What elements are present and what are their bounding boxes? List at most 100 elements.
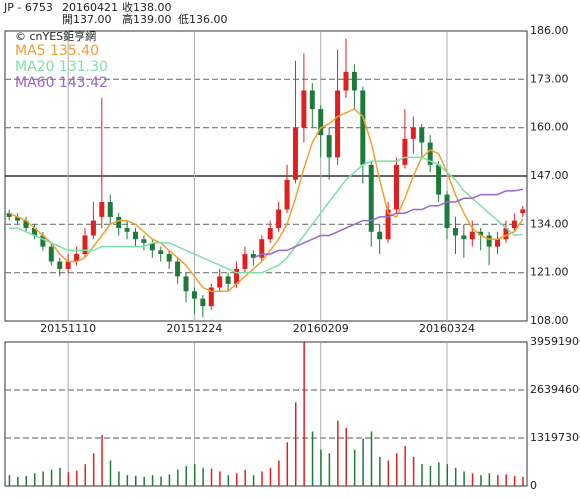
volume-bar [480, 475, 482, 486]
candle-body [149, 242, 155, 251]
candle-body [520, 209, 526, 214]
volume-bar [379, 456, 381, 486]
candle-body [217, 276, 223, 288]
candle-body [133, 231, 138, 240]
symbol: JP - 6753 [3, 1, 53, 14]
volume-bar [387, 460, 390, 486]
candle-body [242, 254, 248, 269]
candle-body [175, 261, 181, 277]
volume-bar [370, 431, 373, 486]
candle-body [74, 254, 80, 262]
volume-bar [185, 465, 188, 486]
candle-body [469, 231, 475, 240]
high-price: 高139.00 [122, 12, 172, 26]
volume-tick-label: 0 [530, 479, 537, 492]
volume-bar [67, 472, 70, 486]
volume-bar [8, 475, 11, 486]
volume-bar [168, 474, 171, 486]
volume-bar [202, 467, 204, 486]
candle-body [234, 268, 240, 284]
candle-body [360, 90, 366, 165]
candle-body [410, 127, 416, 139]
volume-bar [362, 438, 364, 486]
volume-bar [118, 471, 120, 486]
volume-bar [135, 475, 137, 486]
y-tick-label: 186.00 [530, 24, 569, 37]
candle-body [486, 235, 492, 247]
candle-body [444, 194, 450, 229]
candle-body [436, 164, 442, 195]
x-tick-label: 20151224 [166, 322, 222, 335]
candle-body [6, 213, 12, 217]
volume-bar [261, 471, 263, 486]
volume-tick-label: 263946000 [530, 383, 580, 396]
candle-body [377, 231, 383, 240]
date: 20160421 [62, 1, 118, 14]
open-price: 開137.00 [62, 13, 112, 26]
candle-body [183, 276, 189, 292]
candle-body [511, 220, 517, 229]
y-tick-label: 108.00 [530, 314, 569, 327]
candle-body [309, 90, 315, 110]
candle-body [31, 228, 37, 236]
volume-tick-label: 395919000 [530, 335, 580, 348]
volume-bar [463, 471, 465, 486]
x-tick-label: 20151110 [40, 322, 96, 335]
volume-bar [17, 476, 19, 486]
candle-body [124, 228, 130, 232]
candle-body [292, 127, 298, 180]
volume-bar [286, 442, 289, 486]
volume-bar [345, 427, 347, 486]
volume-bar [269, 467, 272, 486]
y-tick-label: 173.00 [530, 72, 569, 85]
candle-body [419, 127, 425, 143]
low-price: 低136.00 [178, 13, 228, 26]
volume-bar [513, 475, 516, 486]
volume-bar [278, 460, 280, 486]
volume-bar [143, 476, 145, 486]
volume-bar [454, 467, 457, 486]
candle-body [40, 235, 46, 247]
candle-body [57, 261, 63, 269]
y-tick-label: 160.00 [530, 121, 569, 134]
candle-body [276, 209, 282, 229]
candle-body [402, 138, 408, 165]
candle-body [116, 216, 122, 229]
candle-body [343, 71, 349, 91]
ma-line [253, 188, 523, 259]
candle-body [15, 216, 21, 221]
x-tick-label: 20160324 [419, 322, 475, 335]
volume-bar [412, 456, 415, 486]
candle-body [368, 164, 374, 232]
volume-bar [219, 471, 221, 486]
volume-bar [76, 470, 78, 486]
volume-bar [244, 469, 246, 486]
volume-bar [320, 449, 322, 486]
volume-bar [337, 420, 339, 486]
volume-bar [59, 467, 61, 486]
volume-bar [396, 453, 398, 486]
y-tick-label: 121.00 [530, 266, 569, 279]
candle-body [351, 71, 357, 91]
legend-entry: MA20 131.30 [15, 59, 108, 75]
y-tick-label: 147.00 [530, 169, 569, 182]
candle-body [225, 276, 231, 284]
volume-bar [446, 464, 449, 486]
candle-body [158, 250, 164, 255]
candle-body [495, 239, 501, 247]
candle-body [23, 220, 29, 229]
candle-body [267, 228, 273, 240]
volume-bar [488, 473, 491, 486]
candle-body [427, 142, 433, 165]
candle-body [250, 254, 256, 258]
volume-bar [252, 475, 255, 486]
candle-body [208, 287, 214, 307]
volume-bar [42, 471, 44, 486]
volume-bar [505, 474, 507, 486]
candle-body [318, 109, 324, 136]
volume-bar [429, 465, 432, 486]
candle-body [141, 239, 147, 243]
candle-body [394, 164, 399, 210]
volume-bar [497, 475, 499, 486]
candle-body [301, 90, 307, 128]
